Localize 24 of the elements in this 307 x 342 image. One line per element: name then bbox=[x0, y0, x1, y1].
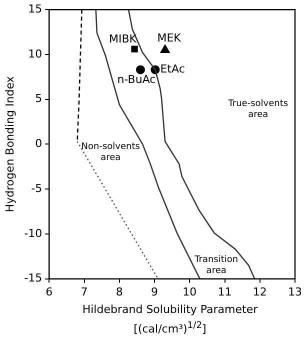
y-tick-label: 10 bbox=[28, 47, 42, 60]
x-tick-label: 13 bbox=[288, 285, 302, 298]
annotation: True-solvents area bbox=[227, 99, 288, 120]
series-label: MEK bbox=[157, 31, 182, 44]
x-tick-label: 10 bbox=[182, 285, 197, 298]
x-tick-label: 9 bbox=[151, 285, 158, 298]
series-label: MIBK bbox=[109, 32, 138, 46]
y-tick-label: 15 bbox=[28, 2, 42, 16]
x-axis-title: Hildebrand Solubility Parameter [(cal/cm³)$^{1/2}$] bbox=[81, 302, 259, 338]
y-tick-label: 5 bbox=[35, 92, 42, 106]
y-axis-title: Hydrogen Bonding Index bbox=[3, 76, 16, 212]
y-tick-label: 0 bbox=[35, 137, 42, 150]
series-label: n-BuAc bbox=[117, 73, 156, 86]
y-tick-label: -10 bbox=[24, 226, 42, 240]
x-tick-label: 7 bbox=[80, 285, 88, 298]
y-tick-label: -15 bbox=[24, 272, 42, 285]
x-tick-label: 6 bbox=[46, 285, 53, 298]
series-label: EtAc bbox=[160, 62, 185, 76]
y-tick-label: -5 bbox=[31, 182, 42, 195]
annotation: Transition area bbox=[194, 255, 238, 276]
x-tick-label: 12 bbox=[252, 285, 267, 298]
annotation: Non-solvents area bbox=[81, 142, 140, 164]
x-tick-label: 11 bbox=[218, 285, 232, 298]
x-tick-label: 8 bbox=[116, 285, 123, 298]
